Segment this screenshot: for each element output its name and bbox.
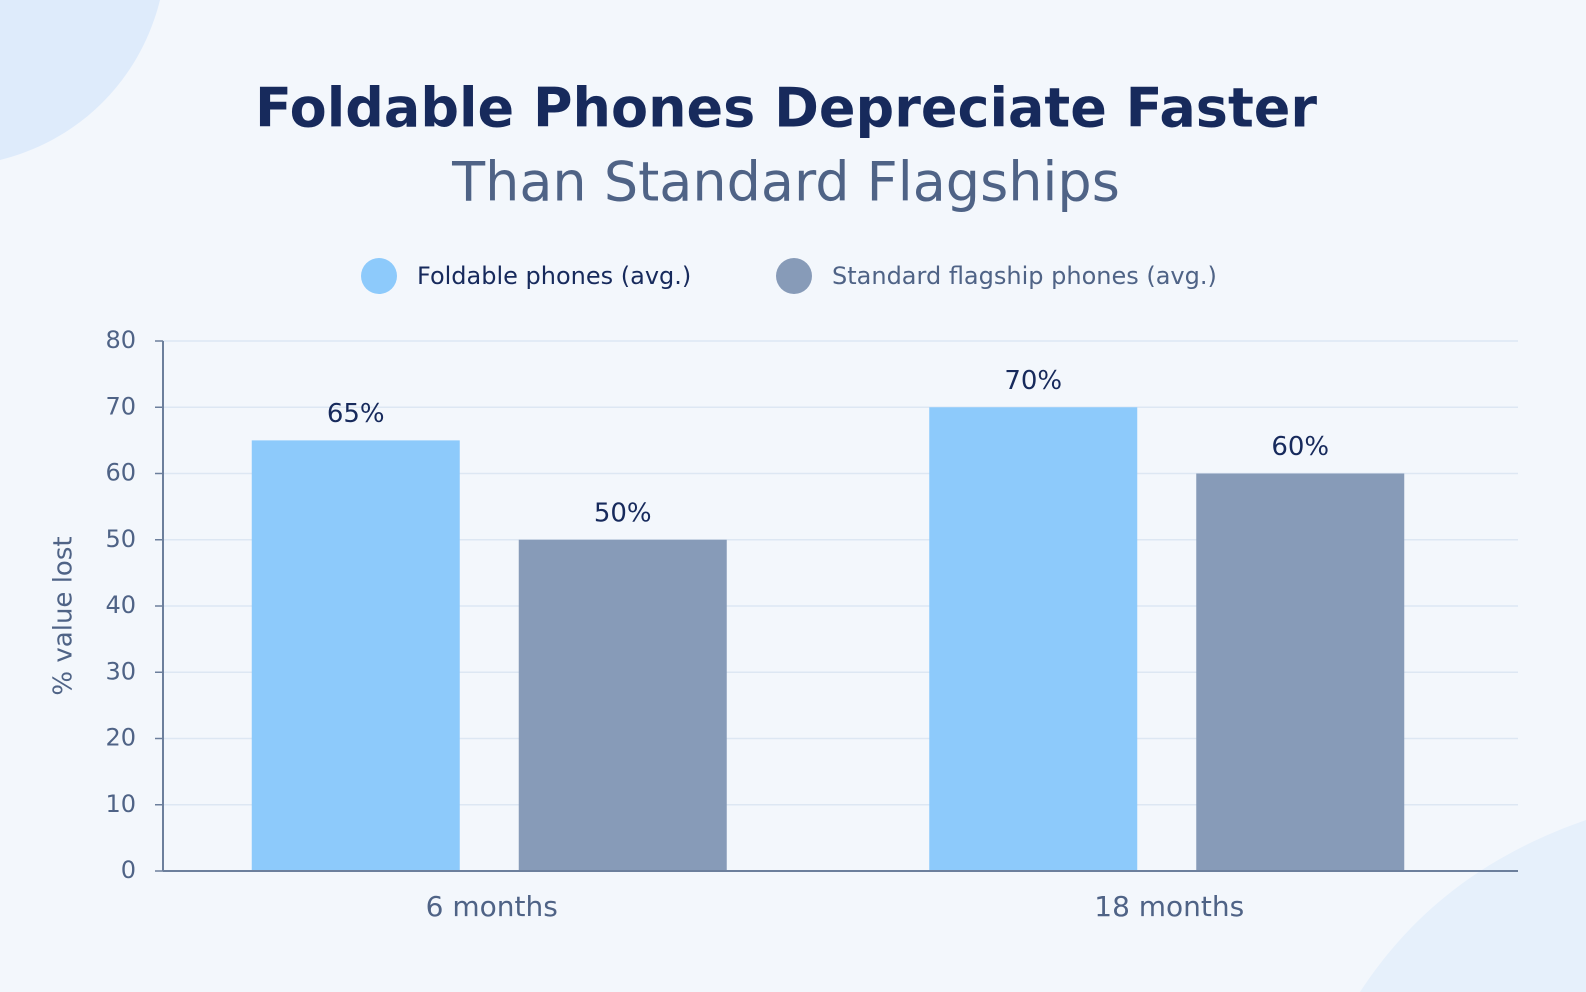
data-label: 65% xyxy=(327,399,385,429)
y-tick-label: 0 xyxy=(121,856,136,884)
y-tick-label: 10 xyxy=(105,790,136,818)
y-tick-label: 80 xyxy=(105,326,136,354)
background-blob xyxy=(0,0,160,160)
y-tick-label: 70 xyxy=(105,392,136,420)
data-label: 50% xyxy=(594,498,652,528)
chart-subtitle: Than Standard Flagships xyxy=(451,151,1120,214)
x-tick-label: 6 months xyxy=(426,890,558,923)
y-tick-label: 50 xyxy=(105,525,136,553)
chart-title: Foldable Phones Depreciate Faster xyxy=(255,77,1317,140)
legend-swatch xyxy=(776,258,812,294)
legend: Foldable phones (avg.) Standard flagship … xyxy=(361,258,1217,294)
x-tick-label: 18 months xyxy=(1094,890,1244,923)
y-axis-label: % value lost xyxy=(49,536,79,695)
data-label: 70% xyxy=(1004,366,1062,396)
y-tick-label: 60 xyxy=(105,459,136,487)
legend-label: Foldable phones (avg.) xyxy=(417,262,691,290)
background-blob xyxy=(1360,820,1586,992)
legend-swatch xyxy=(361,258,397,294)
plot-area: 0 10 20 30 40 50 60 70 80 6 months 65% 50% 18 months… xyxy=(105,326,1518,923)
data-label: 60% xyxy=(1271,432,1329,462)
y-tick-label: 40 xyxy=(105,591,136,619)
bar xyxy=(1196,473,1405,871)
y-tick-label: 30 xyxy=(105,657,136,685)
legend-label: Standard flagship phones (avg.) xyxy=(832,262,1217,290)
bar xyxy=(518,539,727,871)
y-tick-label: 20 xyxy=(105,724,136,752)
bar xyxy=(929,407,1138,871)
bar xyxy=(251,440,460,871)
